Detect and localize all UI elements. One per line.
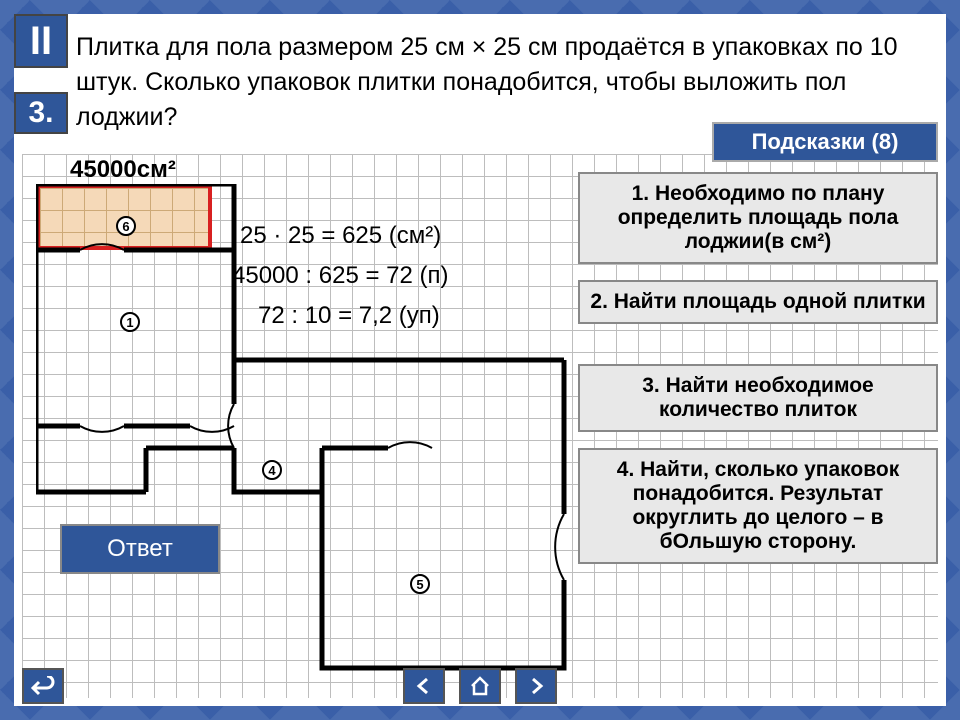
room-label-1: 1: [120, 312, 140, 332]
hint-4: 4. Найти, сколько упаковок понадобится. …: [578, 448, 938, 564]
hint-2: 2. Найти площадь одной плитки: [578, 280, 938, 324]
hint-3: 3. Найти необходимое количество плиток: [578, 364, 938, 432]
u-turn-icon: [31, 676, 55, 696]
question-text: Плитка для пола размером 25 см × 25 см п…: [76, 30, 926, 135]
room-label-4: 4: [262, 460, 282, 480]
task-number-badge: 3.: [14, 92, 68, 134]
room-label-6: 6: [116, 216, 136, 236]
next-button[interactable]: [515, 668, 557, 704]
area-label: 45000см²: [70, 156, 176, 184]
hint-1: 1. Необходимо по плану определить площад…: [578, 172, 938, 264]
main-panel: II 3. Плитка для пола размером 25 см × 2…: [14, 14, 946, 706]
floor-plan: [36, 184, 576, 684]
arrow-left-icon: [415, 677, 433, 695]
room-label-5: 5: [410, 574, 430, 594]
answer-button[interactable]: Ответ: [60, 524, 220, 574]
hints-button[interactable]: Подсказки (8): [712, 122, 938, 162]
section-badge: II: [14, 14, 68, 68]
arrow-right-icon: [527, 677, 545, 695]
home-button[interactable]: [459, 668, 501, 704]
nav-icons: [403, 668, 557, 704]
prev-button[interactable]: [403, 668, 445, 704]
home-icon: [469, 676, 491, 696]
back-button[interactable]: [22, 668, 64, 704]
